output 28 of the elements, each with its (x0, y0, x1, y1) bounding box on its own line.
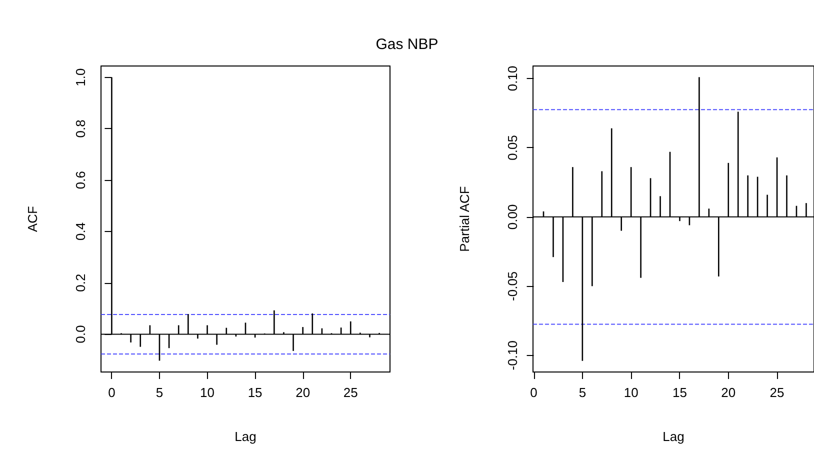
y-tick-label: 0.8 (73, 120, 88, 138)
x-tick-label: 15 (672, 385, 687, 400)
x-axis-title: Lag (662, 429, 684, 444)
y-tick-label: 0.4 (73, 222, 88, 240)
x-tick-label: 5 (578, 385, 586, 400)
x-tick-label: 20 (721, 385, 736, 400)
chart-title: Gas NBP (374, 36, 440, 53)
y-tick-label: 0.0 (73, 325, 88, 344)
x-tick-label: 25 (770, 385, 784, 400)
y-tick-label: 1.0 (73, 68, 88, 86)
y-tick-label: -0.10 (505, 340, 520, 370)
y-axis-title: ACF (25, 206, 40, 232)
y-tick-label: 0.10 (505, 66, 520, 92)
x-tick-label: 20 (296, 385, 310, 400)
x-tick-label: 25 (343, 385, 358, 400)
y-axis-title: Partial ACF (457, 186, 472, 252)
x-tick-label: 0 (108, 385, 116, 400)
y-tick-label: 0.2 (73, 274, 88, 292)
x-tick-label: 10 (624, 385, 638, 400)
x-tick-label: 0 (530, 385, 538, 400)
x-tick-label: 10 (200, 385, 215, 400)
y-tick-label: 0.05 (505, 135, 520, 160)
y-tick-label: -0.05 (505, 271, 520, 301)
x-tick-label: 5 (156, 385, 164, 400)
y-tick-label: 0.00 (505, 204, 520, 230)
y-tick-label: 0.6 (73, 171, 88, 190)
x-axis-title: Lag (234, 429, 256, 444)
x-tick-label: 15 (248, 385, 262, 400)
